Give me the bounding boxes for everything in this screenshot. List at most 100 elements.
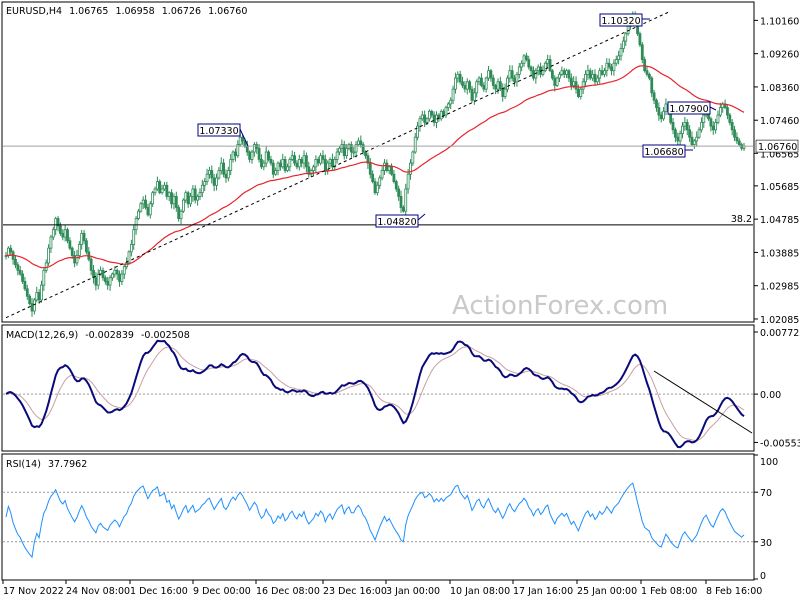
candle-body bbox=[323, 159, 327, 171]
candle-body bbox=[283, 159, 287, 171]
candle-body bbox=[349, 144, 353, 153]
candle-body bbox=[103, 277, 107, 282]
candle-body bbox=[54, 218, 58, 231]
candle-body bbox=[484, 77, 488, 90]
candle-body bbox=[520, 62, 524, 68]
candle-body bbox=[586, 70, 590, 75]
candle-body bbox=[191, 188, 195, 197]
candle-body bbox=[477, 77, 481, 83]
candle-body bbox=[404, 188, 408, 212]
candle-body bbox=[25, 288, 29, 297]
candle-body bbox=[401, 207, 405, 212]
candle-body bbox=[610, 66, 613, 72]
rsi-value: 37.7962 bbox=[48, 459, 87, 470]
candle-body bbox=[522, 55, 526, 64]
candle-body bbox=[603, 70, 606, 75]
candle-body bbox=[174, 195, 178, 208]
candle-body bbox=[709, 118, 713, 127]
candle-body bbox=[527, 59, 531, 68]
candle-body bbox=[205, 173, 209, 182]
candle-body bbox=[245, 146, 249, 153]
candle-body bbox=[558, 73, 561, 79]
candle-body bbox=[553, 77, 557, 86]
candle-body bbox=[248, 151, 252, 160]
candle-body bbox=[700, 122, 703, 131]
candle-body bbox=[184, 192, 188, 201]
candle-body bbox=[456, 73, 460, 79]
price-tick-label: 1.02985 bbox=[760, 282, 799, 293]
candle-body bbox=[274, 170, 278, 175]
candle-body bbox=[345, 147, 349, 157]
candle-body bbox=[28, 295, 32, 305]
macd-panel: 0.007723 0.00 -0.005534 bbox=[3, 328, 800, 449]
price-label-box bbox=[599, 13, 643, 27]
candle-body bbox=[99, 269, 103, 275]
time-tick-label: 23 Dec 16:00 bbox=[323, 586, 387, 597]
candle-body bbox=[546, 59, 550, 64]
candle-body bbox=[737, 140, 741, 146]
candle-body bbox=[158, 181, 162, 194]
candle-body bbox=[681, 125, 684, 134]
price-label-box bbox=[375, 214, 419, 228]
candle-body bbox=[494, 85, 498, 90]
candle-body bbox=[189, 195, 192, 205]
candle-body bbox=[108, 277, 112, 286]
candle-body bbox=[276, 162, 280, 171]
price-tick-label: 1.03885 bbox=[760, 248, 799, 259]
open-value: 1.06765 bbox=[69, 6, 108, 17]
candle-body bbox=[650, 77, 654, 94]
candle-body bbox=[517, 66, 521, 75]
candle-body bbox=[463, 85, 467, 90]
candle-body bbox=[617, 55, 621, 60]
candle-body bbox=[579, 88, 583, 97]
candle-body bbox=[290, 155, 294, 160]
candle-body bbox=[394, 181, 398, 190]
candle-body bbox=[640, 44, 644, 60]
rsi-tick-label: 30 bbox=[760, 538, 772, 549]
macd-header: MACD(12,26,9) -0.002839 -0.002508 bbox=[6, 330, 190, 341]
candle-body bbox=[449, 99, 453, 105]
candle-body bbox=[312, 166, 315, 171]
price-tick-label: 1.06565 bbox=[760, 149, 799, 160]
candle-body bbox=[51, 229, 55, 238]
candle-body bbox=[309, 170, 313, 175]
macd-tick-label: 0.00 bbox=[760, 390, 781, 401]
candle-body bbox=[75, 255, 79, 264]
candle-body bbox=[482, 85, 486, 90]
candle-body bbox=[361, 144, 365, 153]
candle-body bbox=[200, 184, 204, 194]
macd-signal-line bbox=[5, 346, 745, 441]
candle-body bbox=[392, 173, 396, 182]
candle-body bbox=[607, 62, 611, 68]
candle-body bbox=[331, 159, 334, 168]
candle-body bbox=[49, 236, 53, 249]
symbol-label: EURUSD,H4 bbox=[6, 6, 62, 17]
price-tick-label: 1.08360 bbox=[760, 83, 799, 94]
candle-body bbox=[59, 225, 62, 234]
candle-body bbox=[335, 151, 339, 160]
candle-body bbox=[281, 159, 285, 168]
candle-body bbox=[614, 59, 618, 64]
candle-body bbox=[137, 210, 140, 219]
rsi-tick-label: 0 bbox=[760, 571, 766, 582]
high-value: 1.06958 bbox=[115, 6, 154, 17]
price-tick-label: 1.10160 bbox=[760, 16, 799, 27]
candle-body bbox=[491, 77, 495, 86]
candle-body bbox=[354, 144, 358, 153]
candle-body bbox=[577, 88, 580, 97]
candle-body bbox=[295, 162, 299, 168]
candle-body bbox=[718, 107, 722, 116]
candle-body bbox=[657, 107, 661, 116]
candle-body bbox=[293, 155, 296, 164]
candle-body bbox=[472, 92, 476, 101]
candle-body bbox=[409, 162, 412, 175]
candle-body bbox=[333, 159, 337, 168]
candle-body bbox=[532, 70, 535, 79]
price-tick-label: 1.04785 bbox=[760, 215, 799, 226]
candle-body bbox=[238, 136, 242, 146]
candle-body bbox=[605, 62, 609, 72]
rsi-panel-frame bbox=[1, 453, 755, 581]
candle-body bbox=[735, 136, 739, 142]
candle-body bbox=[560, 70, 564, 75]
candle-body bbox=[182, 199, 185, 212]
